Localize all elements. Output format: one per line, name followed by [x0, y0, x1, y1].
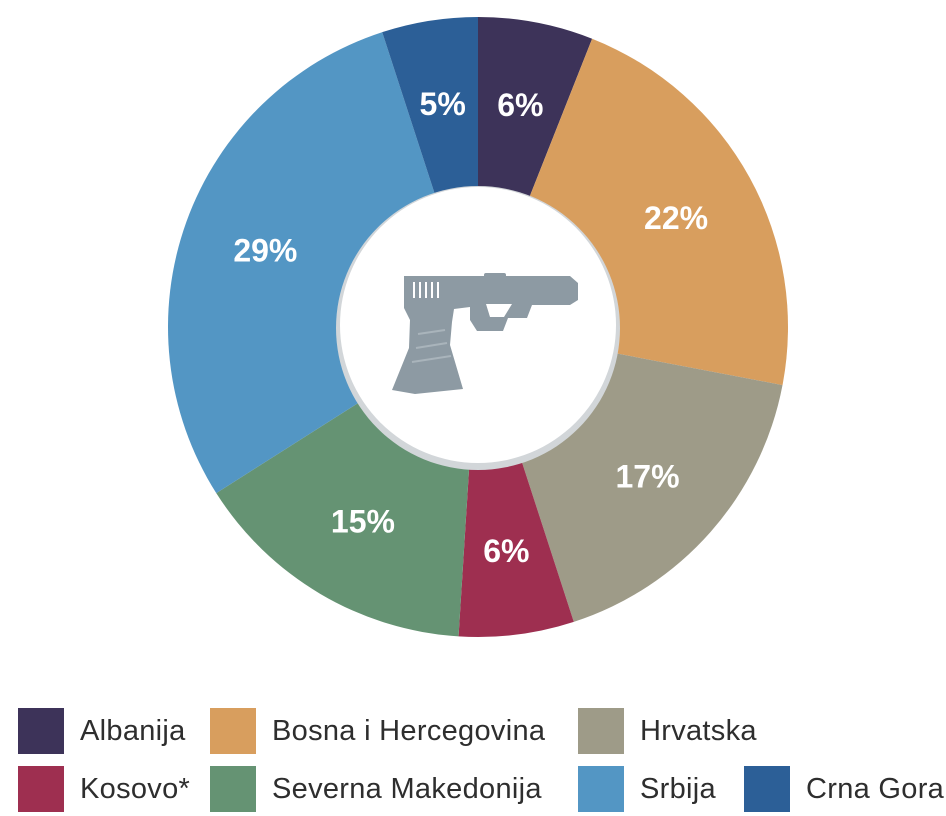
legend-swatch [210, 766, 256, 812]
legend-label: Hrvatska [640, 714, 757, 747]
slice-value-label: 17% [616, 458, 680, 494]
legend-label: Srbija [640, 772, 716, 805]
slice-value-label: 6% [483, 533, 529, 569]
legend-label: Kosovo* [80, 772, 191, 805]
legend-swatch [744, 766, 790, 812]
legend-label: Severna Makedonija [272, 772, 542, 805]
legend-label: Crna Gora [806, 772, 945, 805]
legend-item-severna-makedonija: Severna Makedonija [210, 766, 542, 812]
legend-swatch [18, 708, 64, 754]
legend-label: Albanija [80, 714, 186, 747]
legend-item-albanija: Albanija [18, 708, 186, 754]
slice-value-label: 5% [420, 86, 466, 122]
legend-swatch [578, 708, 624, 754]
legend-item-bosna-i-hercegovina: Bosna i Hercegovina [210, 708, 545, 754]
legend-item-hrvatska: Hrvatska [578, 708, 757, 754]
slice-value-label: 22% [644, 200, 708, 236]
legend-item-kosovo: Kosovo* [18, 766, 190, 812]
slice-labels: 6% 22% 17% 6% 15% 29% 5% [233, 86, 708, 569]
slice-value-label: 6% [497, 87, 543, 123]
pistol-icon [392, 273, 578, 394]
slice-value-label: 15% [331, 504, 395, 540]
legend-swatch [18, 766, 64, 812]
slice-value-label: 29% [233, 232, 297, 268]
donut-chart: 6% 22% 17% 6% 15% 29% 5% [167, 17, 788, 638]
legend-swatch [210, 708, 256, 754]
legend-swatch [578, 766, 624, 812]
legend-item-crna-gora: Crna Gora [744, 766, 944, 812]
legend-item-srbija: Srbija [578, 766, 716, 812]
slice-srbija [167, 32, 478, 494]
legend-label: Bosna i Hercegovina [272, 714, 546, 747]
